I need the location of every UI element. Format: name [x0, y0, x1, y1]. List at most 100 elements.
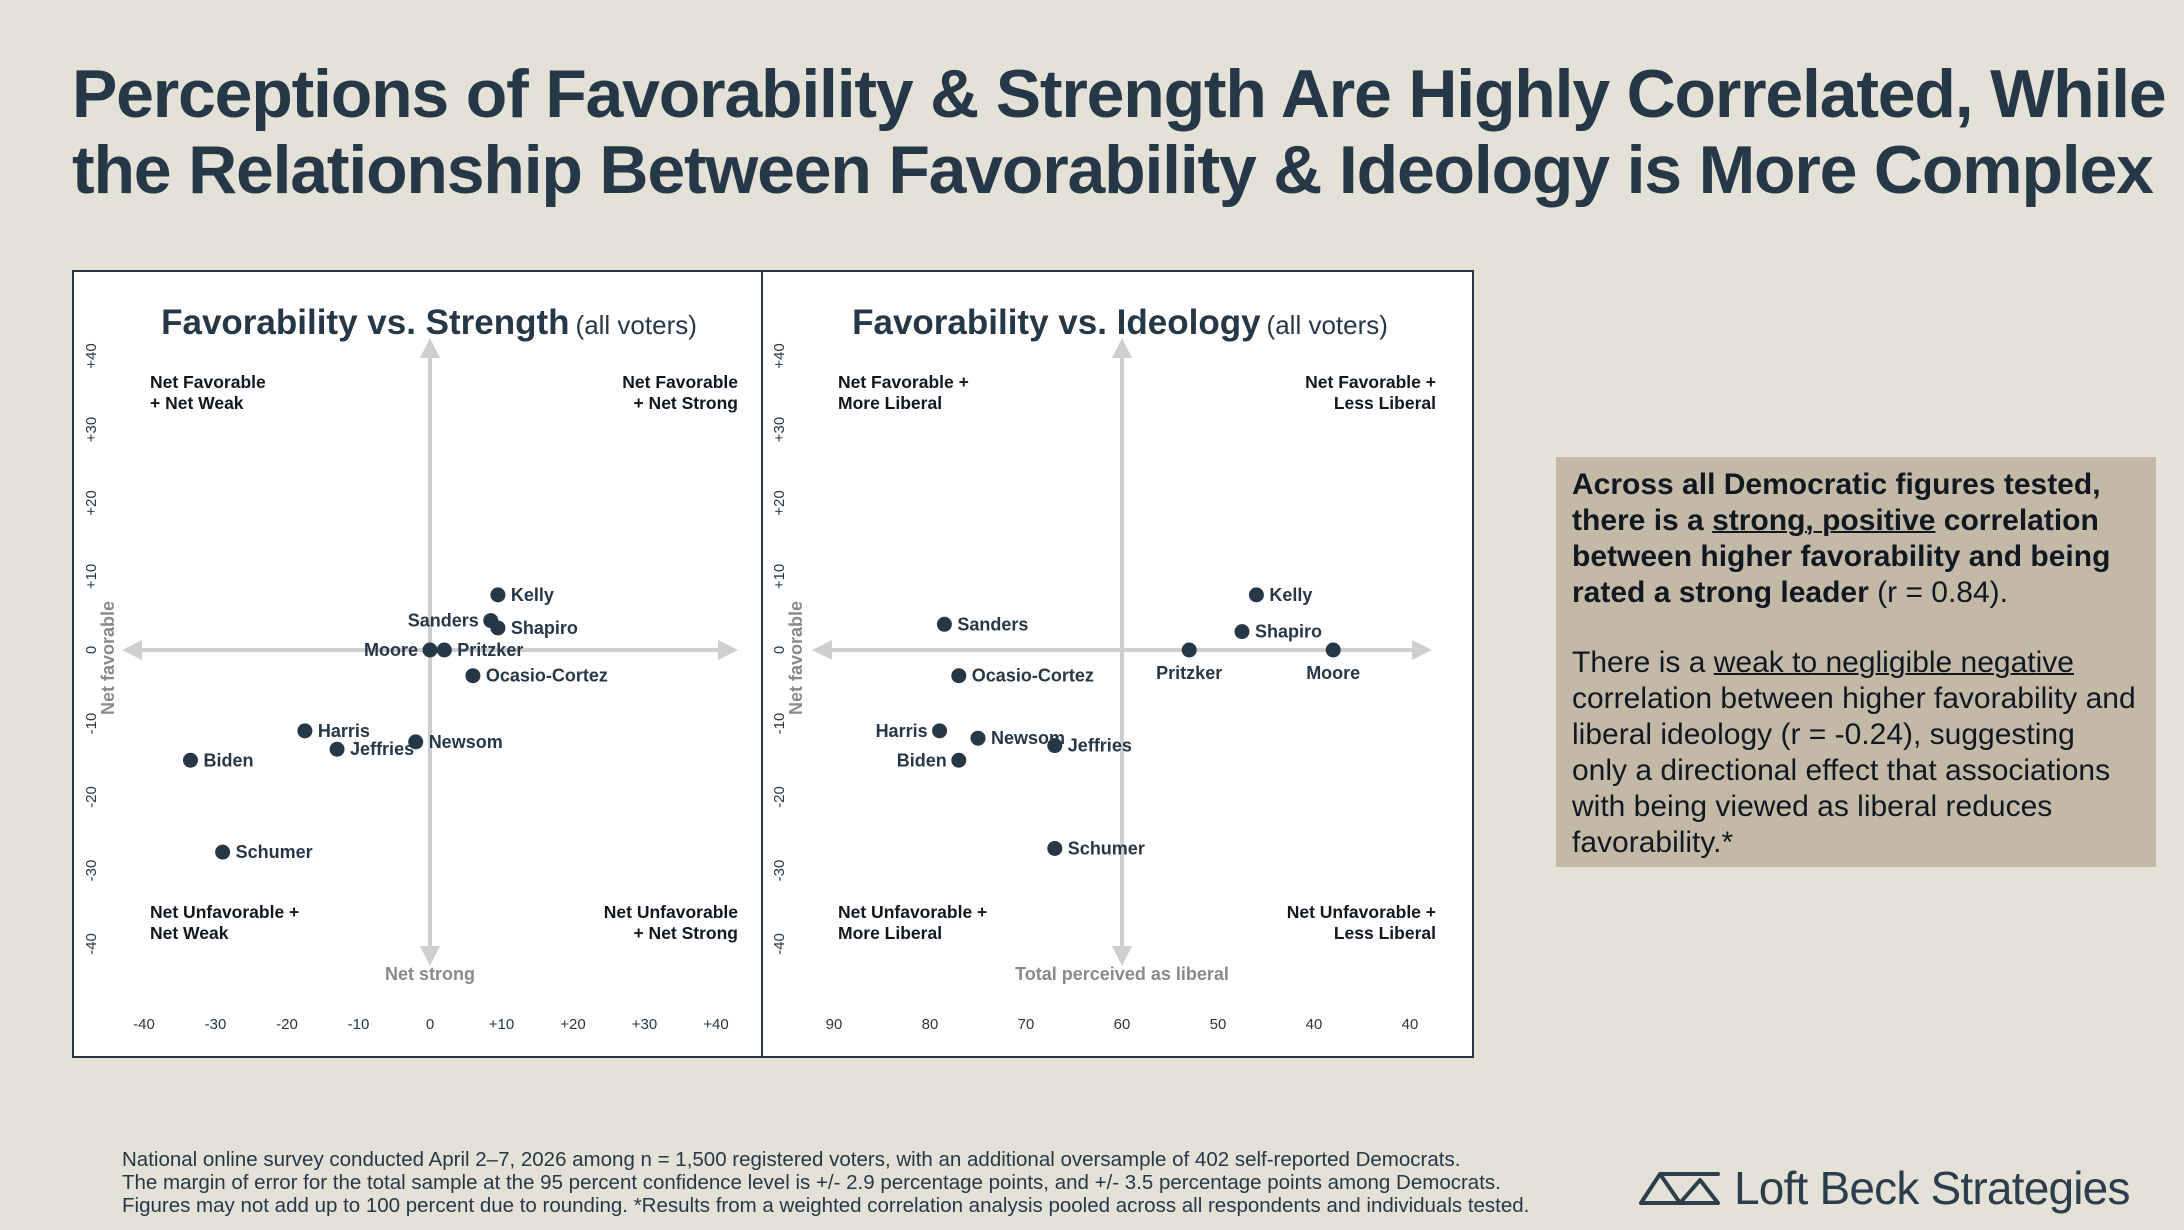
- chart-1-quadrant-top-right: + Net Strong: [633, 393, 738, 413]
- point-label-moore-1: Moore: [364, 640, 418, 660]
- point-label-newsom-1: Newsom: [429, 732, 503, 752]
- chart-1-x-tick: +20: [560, 1016, 585, 1033]
- point-schumer-1: [215, 844, 231, 860]
- chart-2-quadrant-bottom-right: Less Liberal: [1334, 923, 1436, 943]
- point-shapiro-1: [490, 620, 506, 636]
- chart-1-quadrant-bottom-left: Net Unfavorable +: [150, 902, 299, 922]
- chart-2-x-label: Total perceived as liberal: [1015, 964, 1229, 984]
- chart-2-quadrant-bottom-right: Net Unfavorable +: [1287, 902, 1436, 922]
- chart-1-x-label: Net strong: [385, 964, 475, 984]
- chart-2-x-tick: 60: [1114, 1016, 1131, 1033]
- point-label-ocasio-cortez-2: Ocasio-Cortez: [972, 666, 1094, 686]
- point-label-jeffries-2: Jeffries: [1068, 736, 1132, 756]
- page-title-line-1: Perceptions of Favorability & Strength A…: [72, 56, 2167, 132]
- methodology-footnote: National online survey conducted April 2…: [122, 1148, 1642, 1217]
- point-label-moore-2: Moore: [1306, 663, 1360, 683]
- chart-2-y-label: Net favorable: [786, 601, 806, 715]
- point-label-harris-1: Harris: [318, 721, 370, 741]
- point-label-newsom-2: Newsom: [991, 728, 1065, 748]
- point-sanders-2: [936, 616, 952, 632]
- chart-2-quadrant-top-right: Less Liberal: [1334, 393, 1436, 413]
- point-ocasio-cortez-2: [951, 668, 967, 684]
- chart-1-quadrant-top-left: Net Favorable: [150, 372, 266, 392]
- chart-2-quadrant-top-left: Net Favorable +: [838, 372, 969, 392]
- chart-1-x-tick: -40: [133, 1016, 155, 1033]
- chart-2-y-tick: +40: [771, 343, 788, 368]
- point-label-kelly-2: Kelly: [1269, 585, 1312, 605]
- chart-1-y-tick: -20: [83, 786, 100, 808]
- loft-beck-mark-icon: [1639, 1172, 1720, 1205]
- point-label-sanders-2: Sanders: [957, 614, 1028, 634]
- callout-p2-text-a: There is a: [1572, 646, 1714, 679]
- chart-2-y-tick: +20: [771, 490, 788, 515]
- chart-1-y-tick: +40: [83, 343, 100, 368]
- point-schumer-2: [1047, 840, 1063, 856]
- chart-2-title-main: Favorability vs. Ideology: [852, 303, 1261, 342]
- point-pritzker-1: [436, 642, 452, 658]
- chart-2-y-tick: -40: [771, 933, 788, 955]
- chart-2-quadrant-top-left: More Liberal: [838, 393, 942, 413]
- chart-1-y-tick: +20: [83, 490, 100, 515]
- point-label-schumer-1: Schumer: [236, 842, 313, 862]
- point-pritzker-2: [1181, 642, 1197, 658]
- chart-1-y-tick: -30: [83, 860, 100, 882]
- chart-2-x-tick: 90: [826, 1016, 843, 1033]
- point-kelly-2: [1248, 587, 1264, 603]
- chart-2-quadrant-top-right: Net Favorable +: [1305, 372, 1436, 392]
- chart-1-quadrant-bottom-left: Net Weak: [150, 923, 229, 943]
- chart-1-y-tick: -40: [83, 933, 100, 955]
- chart-1-quadrant-bottom-right: + Net Strong: [633, 923, 738, 943]
- callout-p1-text-a: Across all Democratic figures tested, th…: [1572, 468, 2101, 537]
- chart-1-title-main: Favorability vs. Strength: [161, 303, 569, 342]
- chart-1-y-tick: 0: [83, 646, 100, 654]
- point-label-jeffries-1: Jeffries: [350, 739, 414, 759]
- chart-1-y-tick: +30: [83, 417, 100, 442]
- point-biden-2: [951, 752, 967, 768]
- chart-1-x-tick: +40: [703, 1016, 728, 1033]
- chart-2-title: Favorability vs. Ideology (all voters): [852, 303, 1388, 342]
- chart-2-y-tick: -20: [771, 786, 788, 808]
- point-biden-1: [182, 752, 198, 768]
- point-harris-2: [932, 723, 948, 739]
- point-newsom-2: [970, 730, 986, 746]
- chart-2-quadrant-bottom-left: More Liberal: [838, 923, 942, 943]
- callout-p1-text-b: correlation between higher favorability …: [1572, 504, 2111, 609]
- point-label-sanders-1: Sanders: [408, 611, 479, 631]
- chart-1-x-tick: -10: [348, 1016, 370, 1033]
- chart-2-y-tick: +30: [771, 417, 788, 442]
- point-kelly-1: [490, 587, 506, 603]
- point-jeffries-2: [1047, 738, 1063, 754]
- chart-2-y-tick: +10: [771, 564, 788, 589]
- point-label-pritzker-2: Pritzker: [1156, 663, 1222, 683]
- chart-1-y-tick: +10: [83, 564, 100, 589]
- chart-2-x-tick: 40: [1306, 1016, 1323, 1033]
- callout-box: Across all Democratic figures tested, th…: [1556, 457, 2156, 867]
- chart-2-subtitle: (all voters): [1267, 310, 1388, 340]
- footnote-line-1: National online survey conducted April 2…: [122, 1148, 1461, 1171]
- callout-p1-underline: strong, positive: [1712, 504, 1936, 537]
- point-newsom-1: [408, 734, 424, 750]
- chart-1-y-tick: -10: [83, 713, 100, 735]
- page-title: Perceptions of Favorability & Strength A…: [72, 56, 2167, 208]
- charts-svg: Favorability vs. Strength (all voters)Net…: [83, 272, 1436, 1056]
- point-label-biden-2: Biden: [897, 750, 947, 770]
- chart-1-x-tick: +10: [489, 1016, 514, 1033]
- point-label-schumer-2: Schumer: [1068, 838, 1145, 858]
- point-ocasio-cortez-1: [465, 668, 481, 684]
- footnote-line-3: Figures may not add up to 100 percent du…: [122, 1194, 1530, 1217]
- chart-2-x-tick: 70: [1018, 1016, 1035, 1033]
- chart-1-title: Favorability vs. Strength (all voters): [161, 303, 697, 342]
- footnote-line-2: The margin of error for the total sample…: [122, 1171, 1501, 1194]
- chart-1-x-tick: 0: [426, 1016, 434, 1033]
- point-label-ocasio-cortez-1: Ocasio-Cortez: [486, 666, 608, 686]
- point-shapiro-2: [1234, 624, 1250, 640]
- brand-logo: Loft Beck Strategies: [1638, 1160, 2158, 1216]
- point-label-harris-2: Harris: [876, 721, 928, 741]
- callout-paragraph-2: There is a weak to negligible negative c…: [1572, 645, 2138, 861]
- point-moore-1: [422, 642, 438, 658]
- chart-2-x-tick: 50: [1210, 1016, 1227, 1033]
- chart-2-quadrant-bottom-left: Net Unfavorable +: [838, 902, 987, 922]
- chart-1-quadrant-top-right: Net Favorable: [622, 372, 738, 392]
- brand-name: Loft Beck Strategies: [1734, 1162, 2130, 1214]
- chart-2-y-tick: -10: [771, 713, 788, 735]
